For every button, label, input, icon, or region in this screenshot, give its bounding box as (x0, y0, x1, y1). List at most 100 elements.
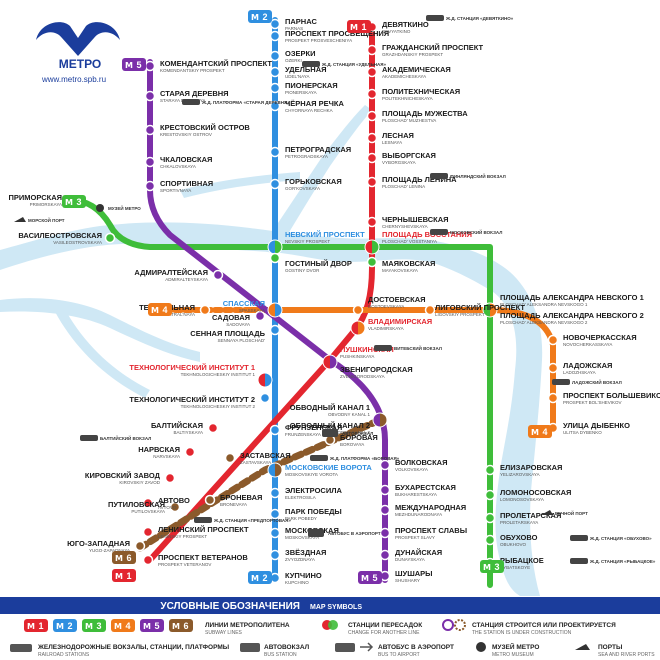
station-name-obvodny1[interactable]: ОБВОДНЫЙ КАНАЛ 1 (290, 403, 370, 412)
station-name-dunayskaya[interactable]: ДУНАЙСКАЯ (395, 548, 442, 557)
station-lomonosovskaya[interactable] (484, 489, 496, 501)
station-name-prosvescheniya[interactable]: ПРОСПЕКТ ПРОСВЕЩЕНИЯ (285, 29, 389, 38)
station-name-yugo[interactable]: ЮГО-ЗАПАДНАЯ (67, 539, 130, 548)
station-name-muzhestva[interactable]: ПЛОЩАДЬ МУЖЕСТВА (382, 109, 468, 118)
station-name-frunzenskaya[interactable]: ФРУНЗЕНСКАЯ (285, 423, 342, 432)
station-udelnaya[interactable] (269, 66, 281, 78)
station-zastavskaya[interactable] (224, 452, 236, 464)
station-name-sportivnaya[interactable]: СПОРТИВНАЯ (160, 179, 213, 188)
station-name-lomonosovskaya[interactable]: ЛОМОНОСОВСКАЯ (500, 488, 571, 497)
station-name-baltiyskaya[interactable]: БАЛТИЙСКАЯ (151, 421, 203, 430)
station-name-mezhdunarodnaya[interactable]: МЕЖДУНАРОДНАЯ (395, 503, 466, 512)
station-name-devyatkino[interactable]: ДЕВЯТКИНО (382, 20, 429, 29)
station-name-tech1[interactable]: ТЕХНОЛОГИЧЕСКИЙ ИНСТИТУТ 1 (129, 363, 255, 372)
station-chernyshevskaya[interactable] (366, 216, 378, 228)
station-teatralnaya[interactable] (199, 304, 211, 316)
station-kirovsky[interactable] (164, 472, 176, 484)
station-name-veteranov[interactable]: ПРОСПЕКТ ВЕТЕРАНОВ (158, 553, 248, 562)
station-park_pobedy[interactable] (269, 508, 281, 520)
station-name-vladimirskaya[interactable]: ВЛАДИМИРСКАЯ (368, 317, 432, 326)
station-name-pushkinskaya[interactable]: ПУШКИНСКАЯ (340, 345, 394, 354)
station-elektrosila[interactable] (269, 487, 281, 499)
station-ozerki[interactable] (269, 50, 281, 62)
station-name-elektrosila[interactable]: ЭЛЕКТРОСИЛА (285, 486, 342, 495)
station-name-ligovsky[interactable]: ЛИГОВСКИЙ ПРОСПЕКТ (435, 303, 525, 312)
station-name-admiralteyskaya[interactable]: АДМИРАЛТЕЙСКАЯ (134, 268, 208, 277)
station-name-leninsky[interactable]: ЛЕНИНСКИЙ ПРОСПЕКТ (158, 525, 249, 534)
station-sennaya[interactable] (269, 324, 281, 336)
station-prosvescheniya[interactable] (269, 30, 281, 42)
station-name-mayakovskaya[interactable]: МАЯКОВСКАЯ (382, 259, 435, 268)
station-name-staraya[interactable]: СТАРАЯ ДЕРЕВНЯ (160, 89, 229, 98)
station-petrogradskaya[interactable] (269, 146, 281, 158)
station-name-sadovaya[interactable]: САДОВАЯ (212, 313, 250, 322)
station-name-chernyshevskaya[interactable]: ЧЕРНЫШЕВСКАЯ (382, 215, 449, 224)
station-lenina[interactable] (366, 176, 378, 188)
station-name-zvenigorodskaya[interactable]: ЗВЕНИГОРОДСКАЯ (340, 365, 413, 374)
station-sportivnaya[interactable] (144, 180, 156, 192)
station-krestovsky[interactable] (144, 124, 156, 136)
station-name-primorskaya[interactable]: ПРИМОРСКАЯ (9, 193, 62, 202)
station-name-obukhovo[interactable]: ОБУХОВО (500, 533, 538, 542)
station-proletarskaya[interactable] (484, 512, 496, 524)
station-name-proletarskaya[interactable]: ПРОЛЕТАРСКАЯ (500, 511, 561, 520)
logo-url[interactable]: www.metro.spb.ru (41, 75, 106, 84)
station-name-broneyaya[interactable]: БРОНЕВАЯ (220, 493, 262, 502)
station-leninsky[interactable] (142, 526, 154, 538)
station-pionerskaya[interactable] (269, 82, 281, 94)
station-name-novocherkasskaya[interactable]: НОВОЧЕРКАССКАЯ (563, 333, 637, 342)
station-vyborgskaya[interactable] (366, 152, 378, 164)
station-admiralteyskaya[interactable] (212, 269, 224, 281)
station-elizarovskaya[interactable] (484, 464, 496, 476)
station-name-elizarovskaya[interactable]: ЕЛИЗАРОВСКАЯ (500, 463, 562, 472)
station-name-shushary[interactable]: ШУШАРЫ (395, 569, 433, 578)
station-name-chernaya[interactable]: ЧЁРНАЯ РЕЧКА (285, 99, 344, 108)
station-chkalovskaya[interactable] (144, 156, 156, 168)
station-name-zastavskaya[interactable]: ЗАСТАВСКАЯ (240, 451, 291, 460)
station-baltiyskaya[interactable] (207, 422, 219, 434)
station-dunayskaya[interactable] (379, 549, 391, 561)
station-staraya[interactable] (144, 90, 156, 102)
station-grazhdansky[interactable] (366, 44, 378, 56)
station-name-gorkovskaya[interactable]: ГОРЬКОВСКАЯ (285, 177, 342, 186)
station-name-sennaya[interactable]: СЕННАЯ ПЛОЩАДЬ (190, 329, 265, 338)
station-name-udelnaya[interactable]: УДЕЛЬНАЯ (285, 65, 327, 74)
station-name-putilovskaya[interactable]: ПУТИЛОВСКАЯ (108, 500, 165, 509)
station-name-bukharestskaya[interactable]: БУХАРЕСТСКАЯ (395, 483, 456, 492)
station-obukhovo[interactable] (484, 534, 496, 546)
station-name-nevsky[interactable]: НЕВСКИЙ ПРОСПЕКТ (285, 230, 365, 239)
station-yugo[interactable] (134, 540, 146, 552)
station-chernaya[interactable] (269, 100, 281, 112)
station-name-gostiny[interactable]: ГОСТИНЫЙ ДВОР (285, 259, 352, 268)
station-akademicheskaya[interactable] (366, 66, 378, 78)
station-sadovaya[interactable] (254, 310, 266, 322)
station-name-kirovsky[interactable]: КИРОВСКИЙ ЗАВОД (85, 471, 161, 480)
station-narvskaya[interactable] (184, 446, 196, 458)
station-name-spasskaya[interactable]: СПАССКАЯ (223, 299, 265, 308)
station-name-ladozhskaya[interactable]: ЛАДОЖСКАЯ (563, 361, 612, 370)
station-muzhestva[interactable] (366, 110, 378, 122)
station-name-dostoevskaya[interactable]: ДОСТОЕВСКАЯ (368, 295, 426, 304)
station-volkovskaya[interactable] (379, 459, 391, 471)
station-zvezdnaya[interactable] (269, 549, 281, 561)
station-name-moskovskie[interactable]: МОСКОВСКИЕ ВОРОТА (285, 463, 372, 472)
station-ligovsky[interactable] (424, 304, 436, 316)
station-name-akademicheskaya[interactable]: АКАДЕМИЧЕСКАЯ (382, 65, 451, 74)
station-name-slavy[interactable]: ПРОСПЕКТ СЛАВЫ (395, 526, 467, 535)
station-bolshevikov[interactable] (547, 392, 559, 404)
station-name-park_pobedy[interactable]: ПАРК ПОБЕДЫ (285, 507, 342, 516)
station-name-kupchino[interactable]: КУПЧИНО (285, 571, 322, 580)
station-frunzenskaya[interactable] (269, 424, 281, 436)
station-name-chkalovskaya[interactable]: ЧКАЛОВСКАЯ (160, 155, 212, 164)
station-avtovo[interactable] (142, 497, 154, 509)
station-gostiny[interactable] (269, 252, 281, 264)
station-name-komendantsky[interactable]: КОМЕНДАНТСКИЙ ПРОСПЕКТ (160, 59, 272, 68)
station-slavy[interactable] (379, 527, 391, 539)
station-name-politekh[interactable]: ПОЛИТЕХНИЧЕСКАЯ (382, 87, 460, 96)
station-politekh[interactable] (366, 88, 378, 100)
station-novocherkasskaya[interactable] (547, 334, 559, 346)
station-name-vyborgskaya[interactable]: ВЫБОРГСКАЯ (382, 151, 436, 160)
station-name-parnas[interactable]: ПАРНАС (285, 17, 317, 26)
station-veteranov[interactable] (142, 554, 154, 566)
station-komendantsky[interactable] (144, 60, 156, 72)
